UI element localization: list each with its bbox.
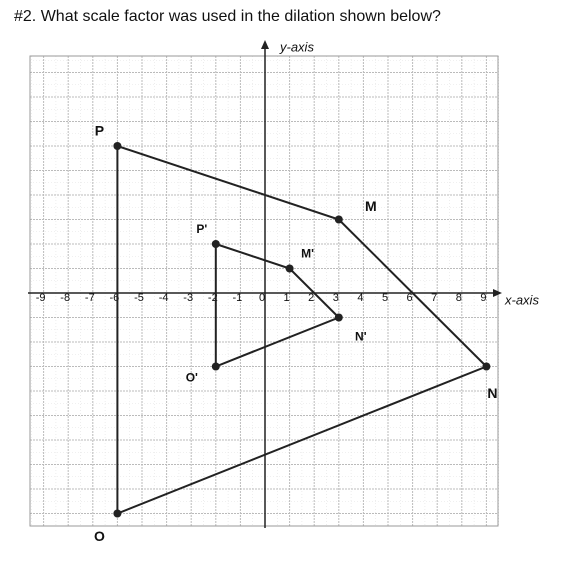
x-tick-label: 4 <box>357 292 363 304</box>
vertex <box>285 264 294 273</box>
vertex <box>113 142 122 150</box>
grid <box>29 55 500 527</box>
vertex-label: O' <box>186 371 198 385</box>
x-tick-label: -5 <box>134 292 144 304</box>
grid-border <box>29 55 499 527</box>
vertex-label: O <box>94 528 105 544</box>
vertex-label: P <box>95 123 104 139</box>
vertex <box>482 362 491 371</box>
x-tick-label: -9 <box>36 292 46 304</box>
x-tick-label: -6 <box>110 292 120 304</box>
x-tick-label: 5 <box>382 292 388 304</box>
x-tick-label: -3 <box>183 292 193 304</box>
x-tick-label: -4 <box>159 292 169 304</box>
vertex-label: N' <box>355 330 367 344</box>
x-tick-label: -1 <box>233 292 243 304</box>
vertex <box>113 509 122 518</box>
x-tick-label: 7 <box>431 292 437 304</box>
x-tick-label: 9 <box>480 292 486 304</box>
vertex <box>334 313 343 322</box>
x-axis-label: x-axis <box>504 292 539 307</box>
x-tick-label: 1 <box>284 292 290 304</box>
x-tick-label: 0 <box>259 292 265 304</box>
x-tick-label: -7 <box>85 292 95 304</box>
x-tick-label: 2 <box>308 292 314 304</box>
vertex-label: N <box>487 385 497 401</box>
vertex-label: P' <box>196 222 207 236</box>
vertex <box>211 362 220 371</box>
y-axis-label: y-axis <box>279 39 314 54</box>
x-tick-label: 8 <box>456 292 462 304</box>
vertex-label: M <box>365 198 377 214</box>
x-tick-label: 6 <box>407 292 413 304</box>
question: #2. What scale factor was used in the di… <box>14 8 441 25</box>
x-tick-label: -2 <box>208 292 218 304</box>
x-tick-label: -8 <box>60 292 70 304</box>
vertex <box>211 240 220 248</box>
vertex <box>334 215 343 224</box>
y-axis-arrow <box>261 40 269 49</box>
vertex-label: M' <box>301 247 314 261</box>
x-tick-label: 3 <box>333 292 339 304</box>
x-axis-arrow <box>493 289 502 297</box>
